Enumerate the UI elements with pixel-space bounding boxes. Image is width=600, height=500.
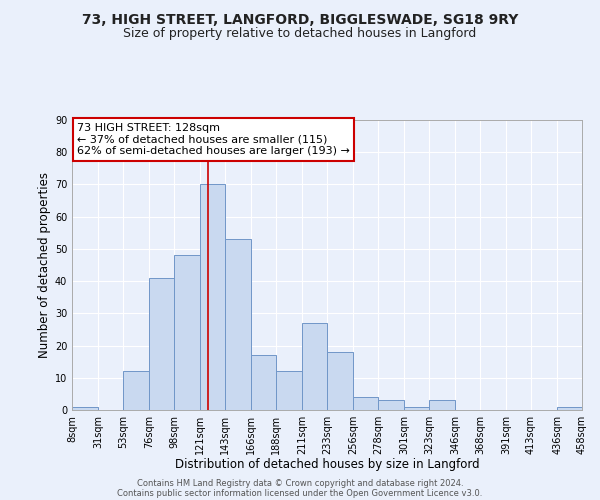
Y-axis label: Number of detached properties: Number of detached properties <box>38 172 50 358</box>
Bar <box>72 407 98 410</box>
Bar <box>353 397 378 410</box>
Bar <box>378 400 404 410</box>
Bar <box>123 372 149 410</box>
Text: Size of property relative to detached houses in Langford: Size of property relative to detached ho… <box>124 28 476 40</box>
Text: Contains public sector information licensed under the Open Government Licence v3: Contains public sector information licen… <box>118 488 482 498</box>
Bar <box>557 407 582 410</box>
Bar <box>251 355 276 410</box>
Bar <box>200 184 225 410</box>
Bar <box>276 372 302 410</box>
Bar <box>327 352 353 410</box>
Bar <box>302 323 327 410</box>
Bar <box>149 278 174 410</box>
Text: 73 HIGH STREET: 128sqm
← 37% of detached houses are smaller (115)
62% of semi-de: 73 HIGH STREET: 128sqm ← 37% of detached… <box>77 123 350 156</box>
Text: Contains HM Land Registry data © Crown copyright and database right 2024.: Contains HM Land Registry data © Crown c… <box>137 478 463 488</box>
X-axis label: Distribution of detached houses by size in Langford: Distribution of detached houses by size … <box>175 458 479 471</box>
Bar <box>225 239 251 410</box>
Text: 73, HIGH STREET, LANGFORD, BIGGLESWADE, SG18 9RY: 73, HIGH STREET, LANGFORD, BIGGLESWADE, … <box>82 12 518 26</box>
Bar <box>429 400 455 410</box>
Bar <box>174 256 200 410</box>
Bar <box>404 407 429 410</box>
